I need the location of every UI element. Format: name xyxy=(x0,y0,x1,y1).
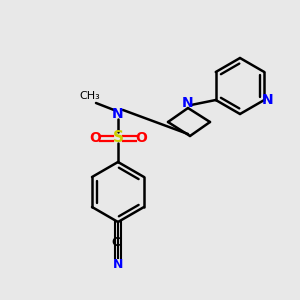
Text: N: N xyxy=(113,257,123,271)
Text: N: N xyxy=(112,107,124,121)
Text: N: N xyxy=(261,93,273,107)
Text: O: O xyxy=(89,131,101,145)
Text: S: S xyxy=(112,130,124,146)
Text: C: C xyxy=(111,236,121,248)
Text: N: N xyxy=(182,96,194,110)
Text: CH₃: CH₃ xyxy=(80,91,100,101)
Text: O: O xyxy=(135,131,147,145)
